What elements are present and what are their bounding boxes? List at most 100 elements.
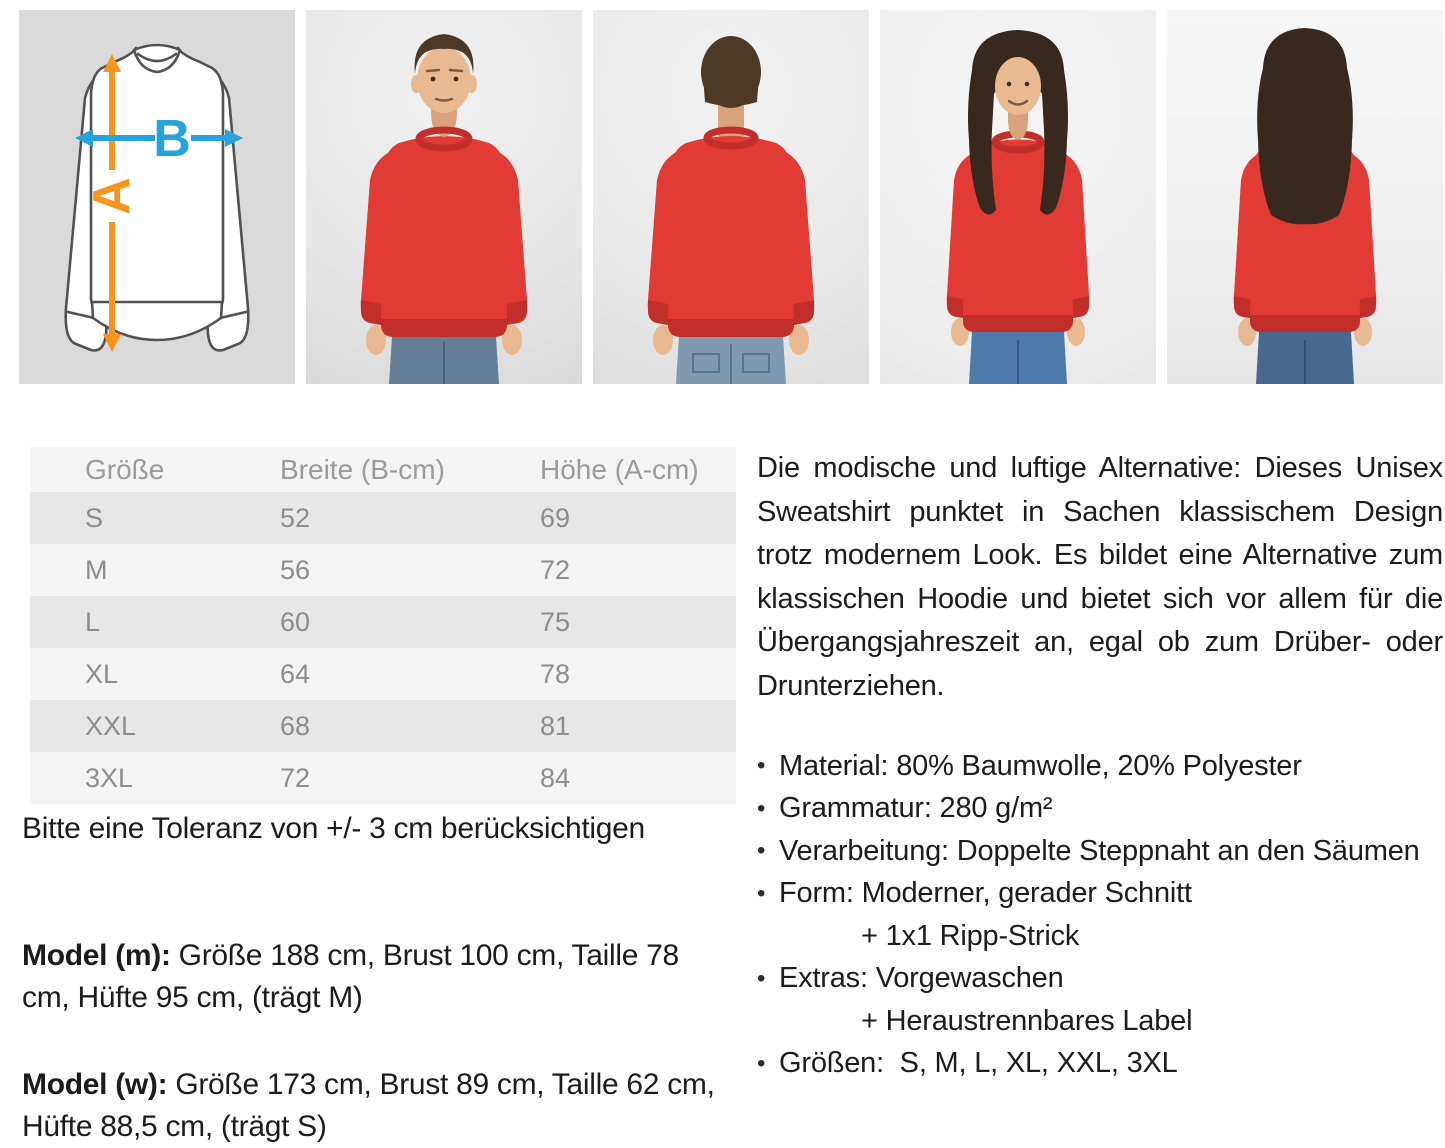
sweatshirt-body (381, 136, 507, 337)
feature-text: + 1x1 Ripp-Strick (861, 919, 1080, 952)
collar-band (703, 126, 759, 150)
sweatshirt-body (668, 136, 794, 337)
female-back-figure (1233, 28, 1377, 384)
hair (414, 34, 474, 74)
nape-hair (703, 76, 759, 106)
product-image-gallery: A B (19, 10, 1443, 384)
tolerance-note: Bitte eine Toleranz von +/- 3 cm berücks… (22, 812, 645, 845)
size-diagram-panel: A B (19, 10, 295, 384)
feature-text: + Heraustrennbares Label (861, 1004, 1193, 1037)
col-header-groesse: Größe (85, 453, 165, 485)
product-description: Die modische und luftige Alternative: Di… (757, 452, 1443, 702)
feature-text: Extras: Vorgewaschen (779, 962, 1064, 995)
measure-arrow-a: A (83, 54, 141, 352)
feature-form: • Form: Moderner, gerader Schnitt (757, 873, 1445, 916)
neck (1008, 110, 1028, 140)
right-eye (1024, 81, 1030, 87)
bullet-icon: • (757, 752, 766, 780)
table-row-3xl: 3XL 72 84 (30, 752, 736, 804)
photo-male-front (306, 10, 582, 384)
jeans (676, 336, 786, 384)
feature-groessen: • Größen: S, M, L, XL, XXL, 3XL (757, 1043, 1445, 1086)
photo-male-back (593, 10, 869, 384)
face (995, 57, 1041, 115)
hem-band (381, 319, 507, 337)
smile (1007, 99, 1029, 106)
right-brow (448, 68, 464, 73)
mouth (434, 97, 454, 102)
cell-breite: 52 (280, 502, 311, 533)
right-eye (453, 76, 459, 82)
male-back-figure (647, 36, 815, 384)
photo-female-front (880, 10, 1156, 384)
male-front-figure (360, 34, 528, 384)
cell-size: S (85, 502, 104, 533)
feature-text: Verarbeitung: Doppelte Steppnaht an den … (779, 834, 1420, 867)
collar-band (415, 126, 473, 152)
cell-hoehe: 78 (540, 658, 571, 689)
table-row-m: M 56 72 (30, 544, 736, 596)
feature-material: • Material: 80% Baumwolle, 20% Polyester (757, 745, 1445, 788)
col-header-breite: Breite (B-cm) (280, 453, 445, 485)
cell-size: XXL (85, 710, 137, 741)
right-pocket (742, 353, 770, 373)
left-brow (425, 68, 441, 73)
bullet-icon: • (757, 964, 766, 992)
face (417, 47, 471, 113)
feature-text: Form: Moderner, gerader Schnitt (779, 877, 1192, 910)
table-row-xl: XL 64 78 (30, 648, 736, 700)
left-hand (653, 325, 673, 355)
cell-breite: 60 (280, 606, 311, 637)
cell-breite: 56 (280, 554, 311, 585)
measure-arrow-b: B (75, 110, 243, 168)
bullet-icon: • (757, 794, 766, 822)
model-female-measurements: Model (w): Größe 173 cm, Brust 89 cm, Tai… (22, 1064, 724, 1148)
feature-ripp-strick: + 1x1 Ripp-Strick (757, 915, 1445, 958)
collar-rib-line (136, 52, 178, 63)
hair-front (992, 41, 1044, 80)
model-male-label: Model (m): (22, 939, 171, 972)
hem-band (963, 315, 1073, 332)
col-header-hoehe: Höhe (A-cm) (540, 453, 699, 485)
model-male-text: Größe 188 cm, Brust 100 cm, Taille 78 cm… (22, 939, 679, 1014)
cell-hoehe: 84 (540, 762, 571, 793)
table-row-xxl: XXL 68 81 (30, 700, 736, 752)
cell-breite: 72 (280, 762, 311, 793)
hem-band (90, 300, 224, 342)
measure-label-b: B (153, 110, 191, 168)
left-hand (366, 325, 386, 355)
female-front-figure (946, 30, 1090, 384)
cell-breite: 68 (280, 710, 311, 741)
measure-label-a: A (83, 177, 141, 215)
bullet-icon: • (757, 1049, 766, 1077)
size-diagram-graphic: A B (64, 43, 250, 352)
size-table: Größe Breite (B-cm) Höhe (A-cm) S 52 69 … (30, 447, 736, 804)
hem-band (1250, 315, 1360, 332)
feature-list: • Material: 80% Baumwolle, 20% Polyester… (757, 745, 1445, 1085)
cell-hoehe: 81 (540, 710, 571, 741)
bullet-icon: • (757, 837, 766, 865)
jeans (1256, 332, 1354, 384)
right-hand (789, 325, 809, 355)
cell-size: M (85, 554, 108, 585)
jeans (389, 336, 499, 384)
hair-mass (1257, 28, 1353, 225)
left-eye (1006, 81, 1012, 87)
right-hand (502, 325, 522, 355)
cell-hoehe: 69 (540, 502, 571, 533)
feature-text: Material: 80% Baumwolle, 20% Polyester (779, 749, 1302, 782)
table-row-l: L 60 75 (30, 596, 736, 648)
feature-text: Grammatur: 280 g/m² (779, 792, 1053, 825)
model-male-measurements: Model (m): Größe 188 cm, Brust 100 cm, Ta… (22, 935, 724, 1019)
bullet-icon: • (757, 879, 766, 907)
size-table-header: Größe Breite (B-cm) Höhe (A-cm) (30, 447, 736, 492)
collar-opening (132, 43, 182, 74)
model-female-label: Model (w): (22, 1068, 168, 1101)
feature-verarbeitung: • Verarbeitung: Doppelte Steppnaht an de… (757, 830, 1445, 873)
feature-label: + Heraustrennbares Label (757, 1000, 1445, 1043)
cell-breite: 64 (280, 658, 311, 689)
cell-size: 3XL (85, 762, 134, 793)
cell-hoehe: 72 (540, 554, 571, 585)
jeans (969, 332, 1067, 384)
